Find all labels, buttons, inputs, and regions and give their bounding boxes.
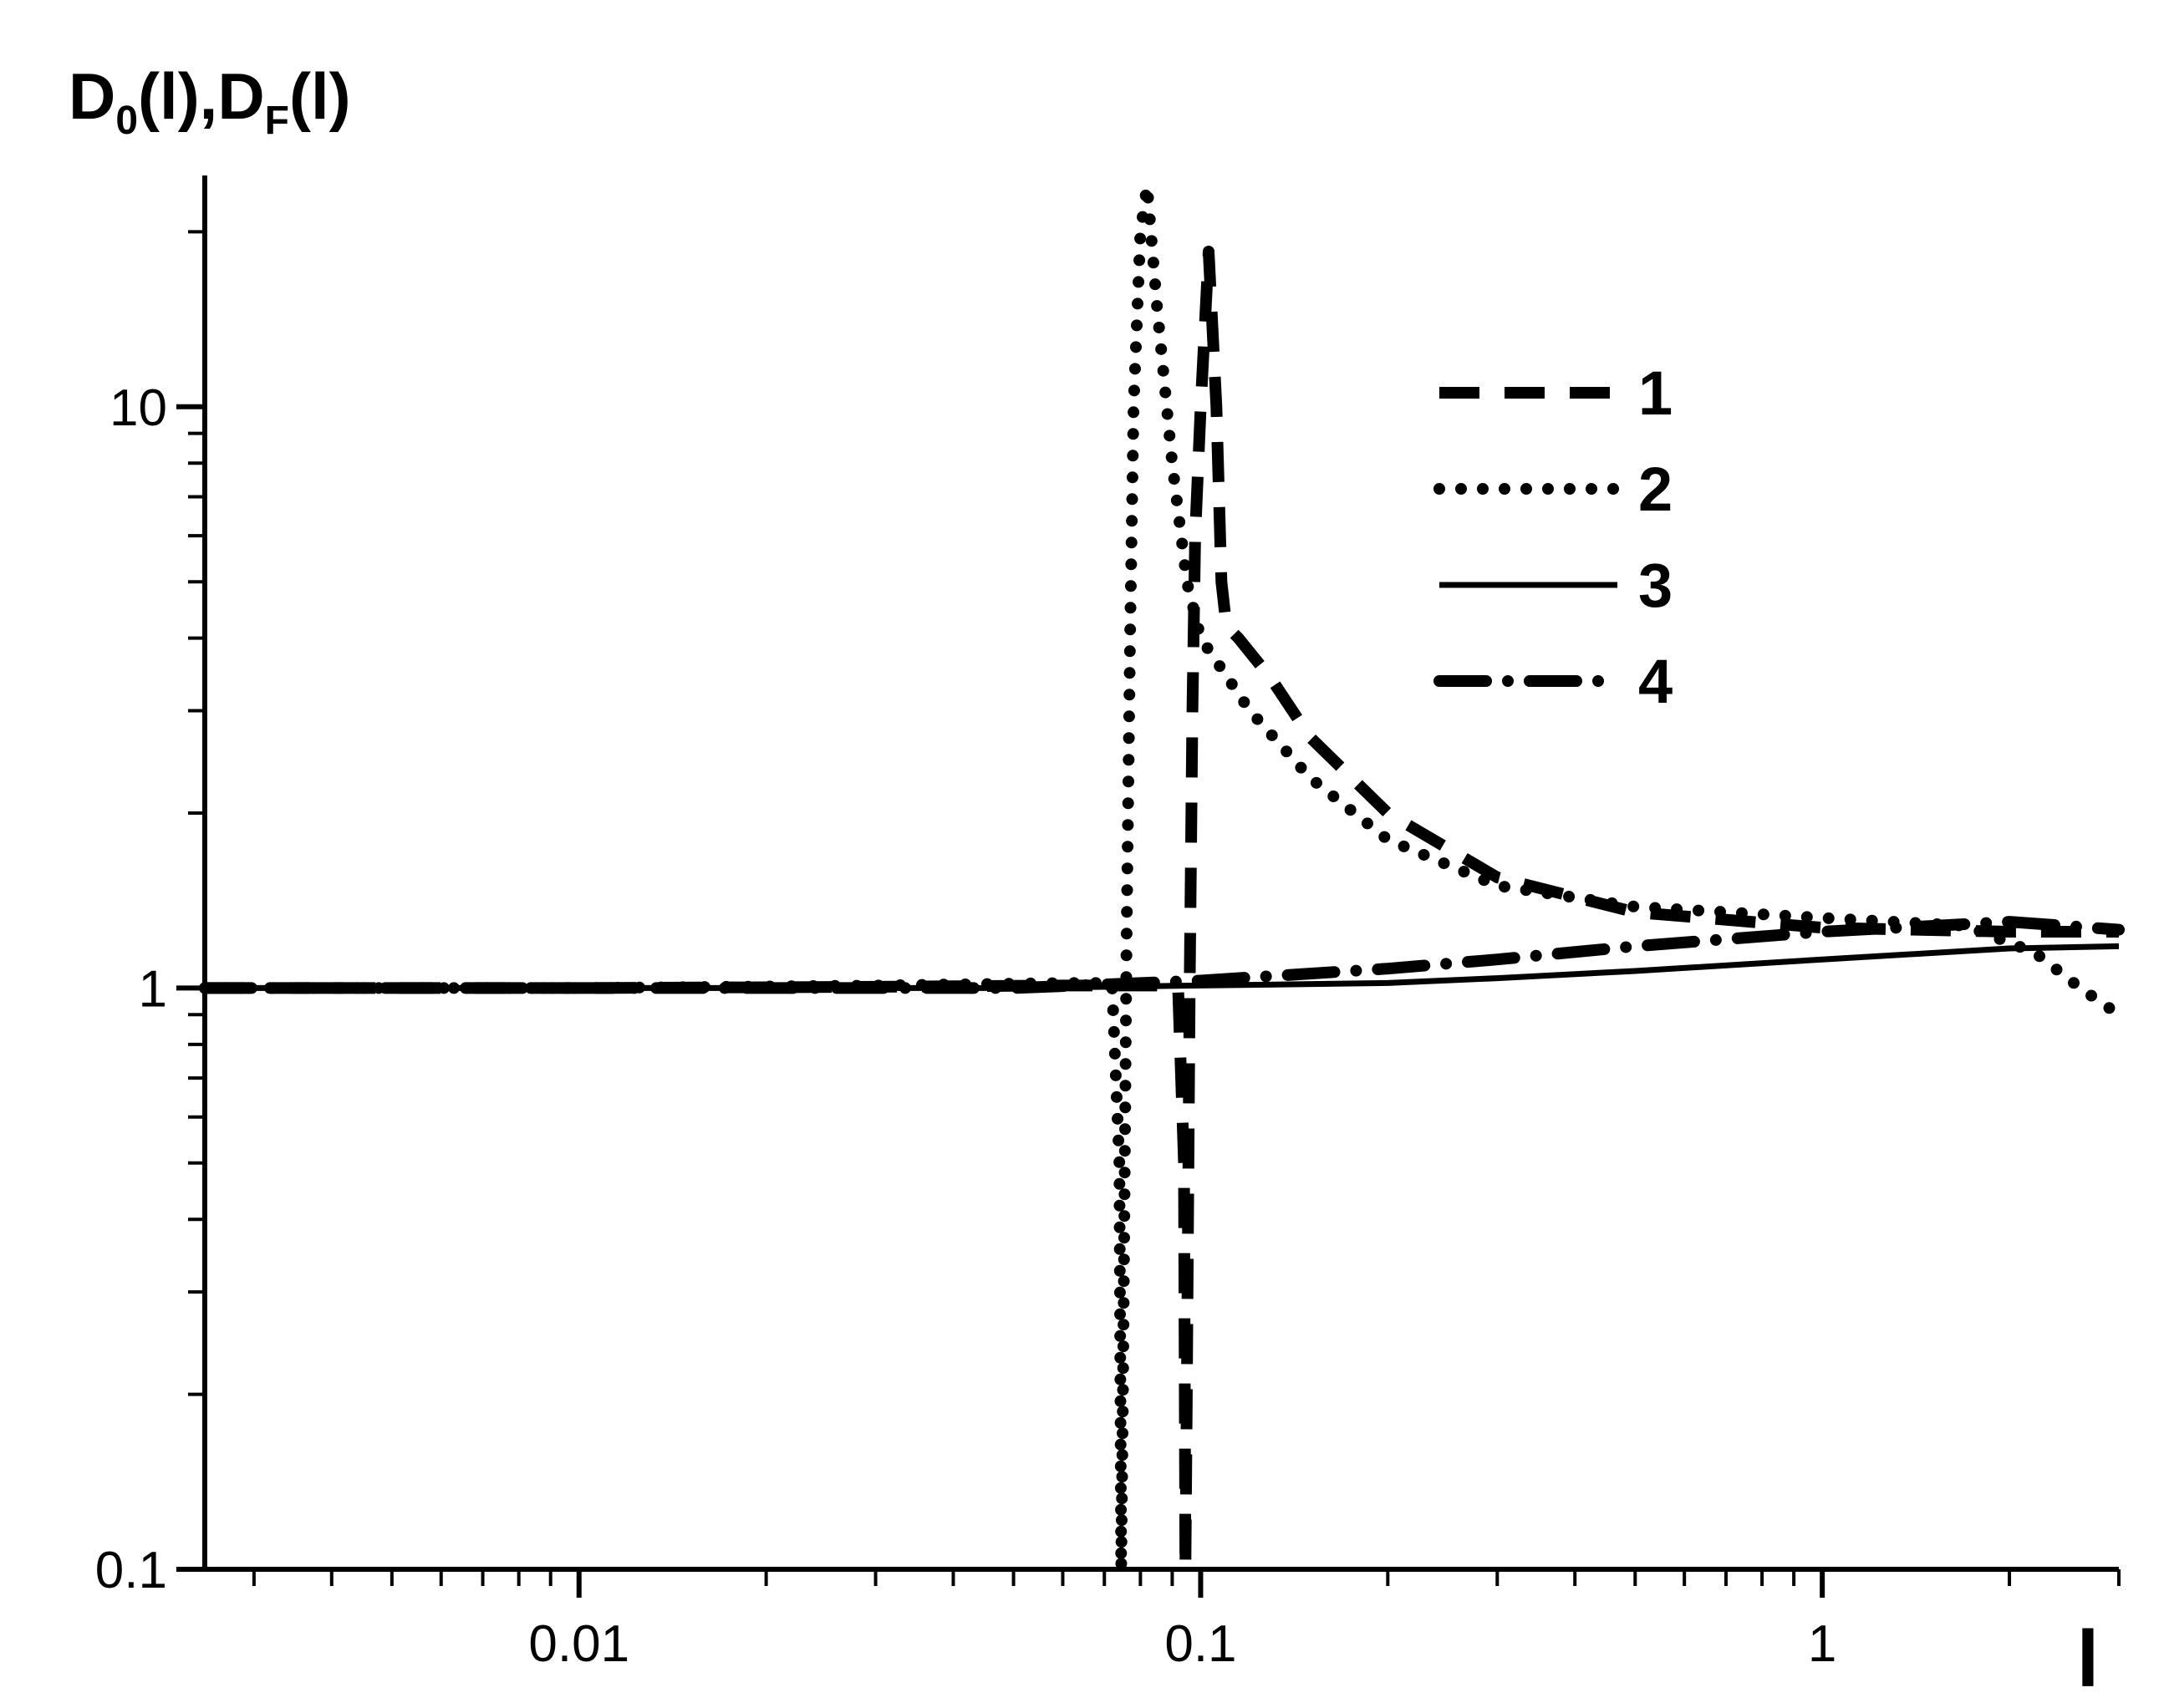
y-tick-label: 1	[139, 960, 167, 1018]
x-tick-label: 0.1	[1164, 1615, 1236, 1673]
y-tick-label: 0.1	[95, 1542, 167, 1599]
series-line-1	[205, 246, 2119, 1575]
x-tick-label: 1	[1808, 1615, 1836, 1673]
legend-label-1: 1	[1638, 358, 1673, 428]
y-axis-label-part: (l),D	[138, 59, 265, 133]
series-line-2	[199, 180, 2125, 1575]
y-axis-label-subscript: 0	[115, 99, 138, 143]
legend-label-4: 4	[1638, 647, 1673, 716]
legend: 1 2 3 4	[1433, 358, 1673, 716]
series-layer	[199, 180, 2125, 1575]
x-tick-label: 0.01	[528, 1615, 629, 1673]
ticks-layer	[176, 230, 2121, 1598]
y-axis-label-part: (l)	[289, 59, 351, 133]
y-axis-label-subscript: F	[265, 99, 289, 143]
series-line-3	[205, 943, 2120, 991]
y-tick-label: 10	[109, 379, 167, 437]
axes-layer	[202, 175, 2119, 1572]
legend-label-2: 2	[1638, 455, 1673, 524]
y-axis-label: D0(l),DF(l)	[69, 59, 351, 143]
series-line-4	[199, 916, 2125, 994]
y-axis-label-part: D	[69, 59, 115, 133]
x-axis-label: l	[2077, 1614, 2100, 1704]
legend-label-3: 3	[1638, 551, 1673, 620]
